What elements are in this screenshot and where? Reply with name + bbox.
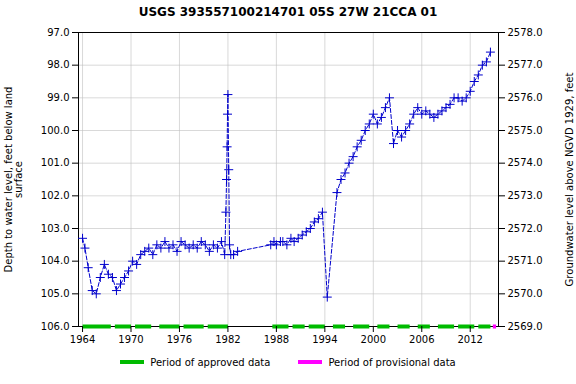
svg-text:101.0: 101.0 [41,157,70,168]
svg-text:2573.0: 2573.0 [508,190,543,201]
svg-text:104.0: 104.0 [41,255,70,266]
svg-text:2576.0: 2576.0 [508,92,543,103]
svg-text:1988: 1988 [264,334,289,345]
svg-text:103.0: 103.0 [41,223,70,234]
svg-text:2012: 2012 [458,334,483,345]
svg-text:2570.0: 2570.0 [508,288,543,299]
html-text:USGS 393557100214701 05S 27W 2: USGS 393557100214701 05S 27W 21CCA 01 [138,5,438,19]
svg-text:2000: 2000 [361,334,386,345]
svg-text:2569.0: 2569.0 [508,321,543,332]
svg-text:98.0: 98.0 [47,59,69,70]
svg-text:2578.0: 2578.0 [508,27,543,38]
html-text:Period of approved data: Period of approved data [150,356,271,368]
svg-text:100.0: 100.0 [41,125,70,136]
html-text:Period of provisional data: Period of provisional data [328,356,456,368]
svg-text:2575.0: 2575.0 [508,125,543,136]
svg-text:Depth to water level, feet bel: Depth to water level, feet below landsur… [3,87,24,273]
svg-text:2006: 2006 [409,334,434,345]
svg-text:2574.0: 2574.0 [508,157,543,168]
svg-text:2572.0: 2572.0 [508,223,543,234]
svg-text:1970: 1970 [118,334,143,345]
svg-text:99.0: 99.0 [47,92,69,103]
svg-text:1964: 1964 [70,334,95,345]
svg-text:105.0: 105.0 [41,288,70,299]
svg-text:106.0: 106.0 [41,321,70,332]
svg-text:97.0: 97.0 [47,27,69,38]
svg-text:2571.0: 2571.0 [508,255,543,266]
svg-text:1982: 1982 [215,334,240,345]
svg-text:1994: 1994 [312,334,337,345]
svg-text:2577.0: 2577.0 [508,59,543,70]
svg-text:1976: 1976 [167,334,192,345]
svg-text:Groundwater level above NGVD 1: Groundwater level above NGVD 1929, feet [564,73,575,287]
svg-text:102.0: 102.0 [41,190,70,201]
